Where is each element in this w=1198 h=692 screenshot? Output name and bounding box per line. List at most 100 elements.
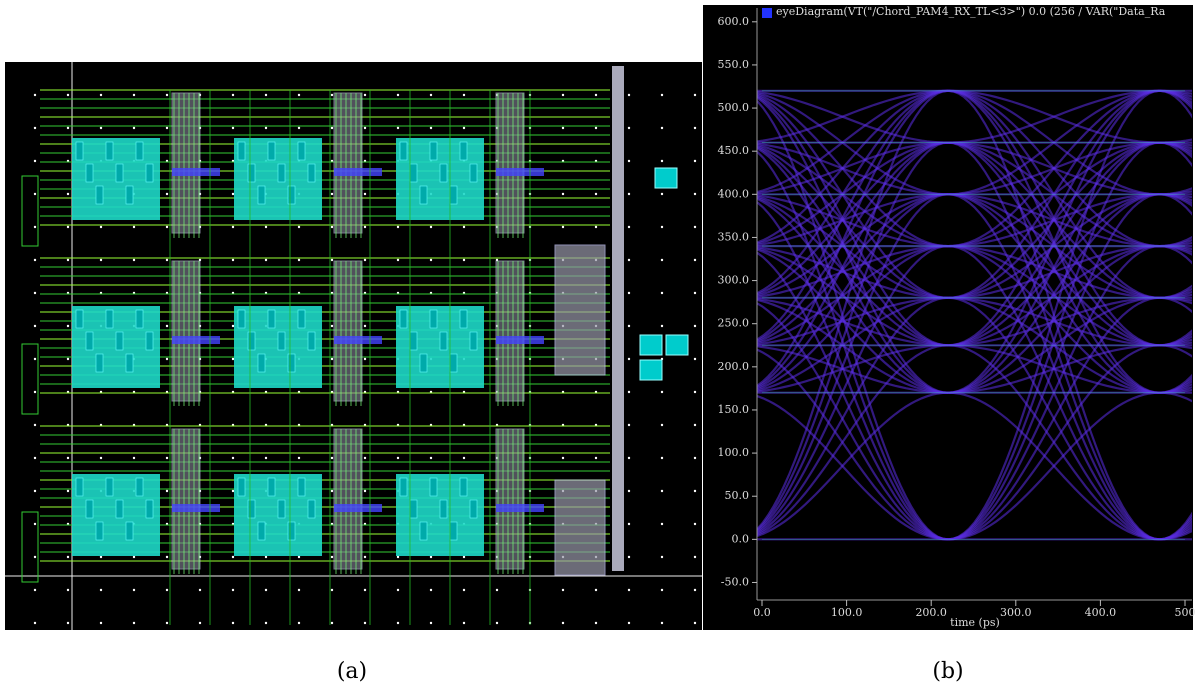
grid-dot	[34, 94, 36, 96]
grid-dot	[34, 556, 36, 558]
grid-dot	[232, 622, 234, 624]
grid-dot	[397, 127, 399, 129]
grid-dot	[67, 193, 69, 195]
x-tick-label: 400.0	[1085, 606, 1117, 619]
device	[86, 332, 93, 350]
grid-dot	[661, 193, 663, 195]
grid-dot	[331, 457, 333, 459]
grid-dot	[34, 391, 36, 393]
grid-dot	[463, 259, 465, 261]
grid-dot	[232, 358, 234, 360]
grid-dot	[661, 127, 663, 129]
grid-dot	[628, 523, 630, 525]
grid-dot	[265, 226, 267, 228]
device	[420, 354, 427, 372]
device	[430, 142, 437, 160]
grid-dot	[34, 226, 36, 228]
grid-dot	[232, 127, 234, 129]
grid-dot	[364, 589, 366, 591]
y-tick-label: 350.0	[718, 230, 750, 243]
grid-dot	[298, 457, 300, 459]
device	[410, 332, 417, 350]
device	[410, 500, 417, 518]
grid-dot	[661, 457, 663, 459]
grid-dot	[166, 358, 168, 360]
x-axis-label: time (ps)	[950, 616, 1000, 629]
device	[288, 522, 295, 540]
y-tick-label: 400.0	[718, 187, 750, 200]
x-tick-label: 300.0	[1000, 606, 1032, 619]
side-block	[555, 480, 605, 575]
grid-dot	[232, 556, 234, 558]
legend-swatch	[762, 8, 772, 18]
y-tick-label: 100.0	[718, 446, 750, 459]
grid-dot	[331, 226, 333, 228]
grid-dot	[67, 325, 69, 327]
grid-dot	[364, 193, 366, 195]
bus-column	[334, 429, 362, 569]
grid-dot	[562, 589, 564, 591]
grid-dot	[628, 292, 630, 294]
device	[258, 522, 265, 540]
grid-dot	[133, 556, 135, 558]
grid-dot	[67, 622, 69, 624]
y-tick-label: 200.0	[718, 360, 750, 373]
device	[288, 186, 295, 204]
grid-dot	[661, 94, 663, 96]
grid-dot	[34, 523, 36, 525]
y-tick-label: 300.0	[718, 274, 750, 287]
figure: eyeDiagram(VT("/Chord_PAM4_RX_TL<3>") 0.…	[0, 0, 1198, 692]
grid-dot	[265, 622, 267, 624]
grid-dot	[463, 457, 465, 459]
grid-dot	[628, 160, 630, 162]
grid-dot	[34, 292, 36, 294]
layout-panel	[5, 62, 702, 630]
grid-dot	[694, 358, 696, 360]
device	[308, 332, 315, 350]
grid-dot	[232, 226, 234, 228]
grid-dot	[67, 127, 69, 129]
grid-dot	[100, 226, 102, 228]
device	[248, 164, 255, 182]
grid-dot	[265, 457, 267, 459]
grid-dot	[232, 457, 234, 459]
contact-row	[334, 504, 382, 512]
device	[298, 310, 305, 328]
grid-dot	[298, 94, 300, 96]
grid-dot	[397, 94, 399, 96]
bus-column	[172, 261, 200, 401]
grid-dot	[430, 589, 432, 591]
y-tick-label: 0.0	[732, 532, 750, 545]
grid-dot	[331, 358, 333, 360]
contact-row	[334, 168, 382, 176]
device	[308, 500, 315, 518]
grid-dot	[166, 226, 168, 228]
grid-dot	[562, 127, 564, 129]
device	[248, 332, 255, 350]
grid-dot	[430, 457, 432, 459]
via-cell	[655, 168, 677, 188]
device	[440, 332, 447, 350]
grid-dot	[199, 589, 201, 591]
device	[86, 500, 93, 518]
grid-dot	[430, 259, 432, 261]
grid-dot	[34, 160, 36, 162]
grid-dot	[463, 622, 465, 624]
grid-dot	[100, 556, 102, 558]
device	[96, 354, 103, 372]
grid-dot	[628, 358, 630, 360]
caption: (a)	[337, 659, 367, 684]
grid-dot	[595, 127, 597, 129]
grid-dot	[661, 556, 663, 558]
bus-column	[172, 429, 200, 569]
grid-dot	[133, 226, 135, 228]
grid-dot	[463, 94, 465, 96]
grid-dot	[100, 589, 102, 591]
grid-dot	[628, 490, 630, 492]
grid-dot	[67, 490, 69, 492]
contact-row	[496, 504, 544, 512]
y-tick-label: 550.0	[718, 58, 750, 71]
grid-dot	[166, 556, 168, 558]
grid-dot	[265, 127, 267, 129]
grid-dot	[298, 556, 300, 558]
